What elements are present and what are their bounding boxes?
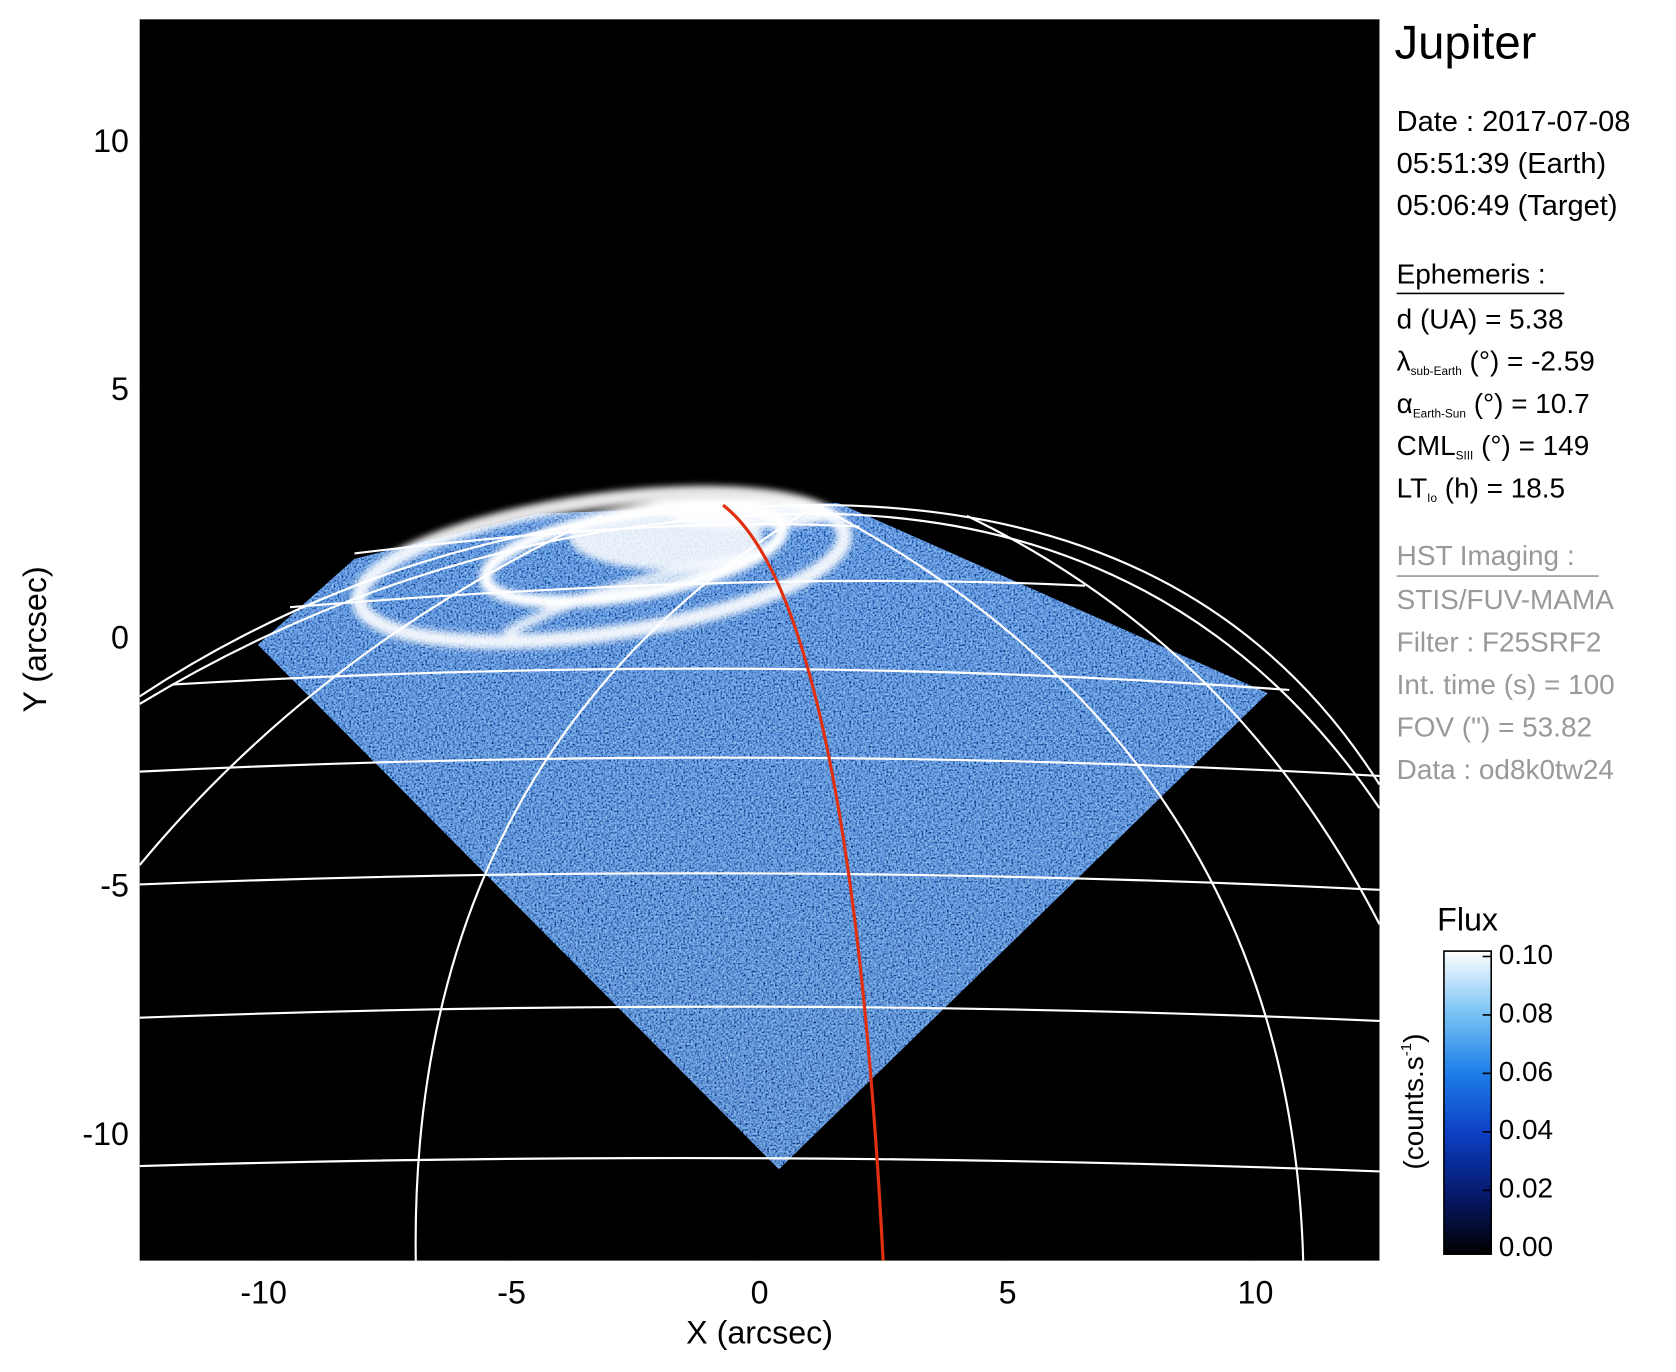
y-tick-label: -10 xyxy=(82,1116,129,1152)
colorbar-label: (counts.s-1) xyxy=(1398,1034,1429,1170)
ephemeris-sub: Io xyxy=(1427,491,1437,505)
date-line: Date : 2017-07-08 xyxy=(1397,106,1631,138)
date-line: 05:51:39 (Earth) xyxy=(1397,148,1607,180)
colorbar-label-text: (counts.s xyxy=(1398,1056,1429,1169)
y-tick-label: 5 xyxy=(111,371,129,407)
colorbar-tick-label: 0.04 xyxy=(1499,1114,1553,1145)
y-axis-label: Y (arcsec) xyxy=(17,566,53,712)
colorbar-title: Flux xyxy=(1437,902,1498,938)
ephemeris-rest: (°) = -2.59 xyxy=(1462,346,1595,377)
ephemeris-main: d (UA) = 5.38 xyxy=(1397,304,1564,335)
y-tick-label: 0 xyxy=(111,619,129,655)
ephemeris-line: LTIo (h) = 18.5 xyxy=(1397,473,1565,505)
ephemeris-sub: SIII xyxy=(1456,449,1474,463)
colorbar-tick-label: 0.06 xyxy=(1499,1056,1553,1087)
ephemeris-rest: (°) = 10.7 xyxy=(1466,388,1590,419)
colorbar-tick-label: 0.02 xyxy=(1499,1173,1553,1204)
imaging-line: Filter : F25SRF2 xyxy=(1397,627,1602,658)
y-tick-label: 10 xyxy=(93,123,129,159)
imaging-line: Int. time (s) = 100 xyxy=(1397,669,1615,700)
ephemeris-line: CMLSIII (°) = 149 xyxy=(1397,430,1590,462)
x-axis-label: X (arcsec) xyxy=(686,1314,833,1350)
ephemeris-main: α xyxy=(1397,388,1413,419)
footpath xyxy=(722,503,885,1261)
imaging-line: Data : od8k0tw24 xyxy=(1397,754,1614,785)
ephemeris-rest: (h) = 18.5 xyxy=(1437,473,1565,504)
ephemeris-line: d (UA) = 5.38 xyxy=(1397,304,1564,335)
ephemeris-main: λ xyxy=(1397,346,1411,377)
colorbar-tick-label: 0.10 xyxy=(1499,939,1553,970)
ephemeris-line: λsub-Earth (°) = -2.59 xyxy=(1397,346,1595,378)
x-tick-label: -10 xyxy=(240,1275,287,1311)
ephemeris-line: αEarth-Sun (°) = 10.7 xyxy=(1397,388,1590,420)
x-tick-label: 5 xyxy=(999,1275,1017,1311)
ephemeris-main: CML xyxy=(1397,430,1456,461)
aurora xyxy=(351,485,852,650)
colorbar-tick-label: 0.08 xyxy=(1499,997,1553,1028)
x-tick-label: 0 xyxy=(751,1275,769,1311)
date-line: 05:06:49 (Target) xyxy=(1397,190,1618,222)
colorbar-tick-label: 0.00 xyxy=(1499,1231,1553,1262)
globe-grid xyxy=(139,504,1380,1261)
imaging-title: HST Imaging : xyxy=(1397,540,1575,571)
colorbar xyxy=(1443,950,1493,1255)
y-tick-label: -5 xyxy=(100,868,129,904)
colorbar-label-end: ) xyxy=(1398,1034,1429,1043)
imaging-line: STIS/FUV-MAMA xyxy=(1397,584,1615,615)
x-tick-label: 10 xyxy=(1238,1275,1274,1311)
x-tick-label: -5 xyxy=(497,1275,526,1311)
imaging-line: FOV (") = 53.82 xyxy=(1397,712,1592,743)
chart-title: Jupiter xyxy=(1395,17,1537,70)
ephemeris-rest: (°) = 149 xyxy=(1473,430,1589,461)
ephemeris-title: Ephemeris : xyxy=(1397,259,1546,290)
ephemeris-main: LT xyxy=(1397,473,1428,504)
ephemeris-sub: Earth-Sun xyxy=(1413,407,1466,421)
ephemeris-sub: sub-Earth xyxy=(1411,364,1462,378)
colorbar-label-sup: -1 xyxy=(1398,1043,1415,1056)
